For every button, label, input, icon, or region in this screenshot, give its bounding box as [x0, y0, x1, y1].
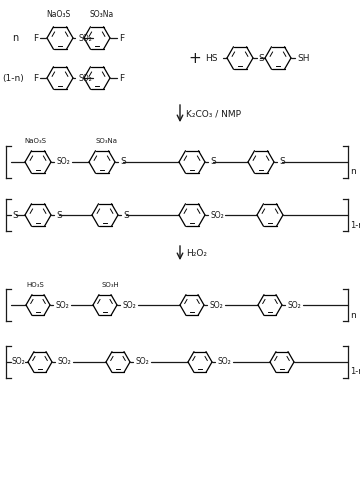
Text: SH: SH [297, 53, 310, 62]
Text: +: + [189, 50, 201, 65]
Text: S: S [12, 211, 18, 220]
Text: SO₂: SO₂ [210, 211, 224, 220]
Text: (1-n): (1-n) [2, 73, 24, 82]
Text: S: S [56, 211, 62, 220]
Text: SO₂: SO₂ [135, 357, 149, 366]
Text: SO₂: SO₂ [217, 357, 231, 366]
Text: n: n [12, 33, 18, 43]
Text: S: S [279, 158, 285, 167]
Text: F: F [33, 73, 38, 82]
Text: S: S [210, 158, 216, 167]
Text: SO₂: SO₂ [209, 300, 223, 309]
Text: SO₂: SO₂ [122, 300, 136, 309]
Text: S: S [258, 53, 264, 62]
Text: SO₂: SO₂ [287, 300, 301, 309]
Text: SO₃Na: SO₃Na [90, 10, 114, 19]
Text: HS: HS [206, 53, 218, 62]
Text: NaO₃S: NaO₃S [24, 138, 46, 144]
Text: SO₃Na: SO₃Na [96, 138, 118, 144]
Text: F: F [33, 33, 38, 42]
Text: SO₂: SO₂ [12, 357, 26, 366]
Text: 1-n: 1-n [350, 221, 360, 230]
Text: S: S [123, 211, 129, 220]
Text: SO₂: SO₂ [78, 33, 92, 42]
Text: H₂O₂: H₂O₂ [186, 249, 207, 257]
Text: K₂CO₃ / NMP: K₂CO₃ / NMP [186, 109, 241, 118]
Text: n: n [350, 168, 356, 177]
Text: F: F [119, 73, 124, 82]
Text: SO₂: SO₂ [56, 158, 70, 167]
Text: NaO₃S: NaO₃S [46, 10, 70, 19]
Text: 1-n: 1-n [350, 367, 360, 377]
Text: SO₂: SO₂ [55, 300, 69, 309]
Text: S: S [120, 158, 126, 167]
Text: HO₃S: HO₃S [26, 282, 44, 288]
Text: SO₂: SO₂ [78, 73, 92, 82]
Text: SO₃H: SO₃H [101, 282, 119, 288]
Text: n: n [350, 310, 356, 319]
Text: F: F [119, 33, 124, 42]
Text: SO₂: SO₂ [57, 357, 71, 366]
